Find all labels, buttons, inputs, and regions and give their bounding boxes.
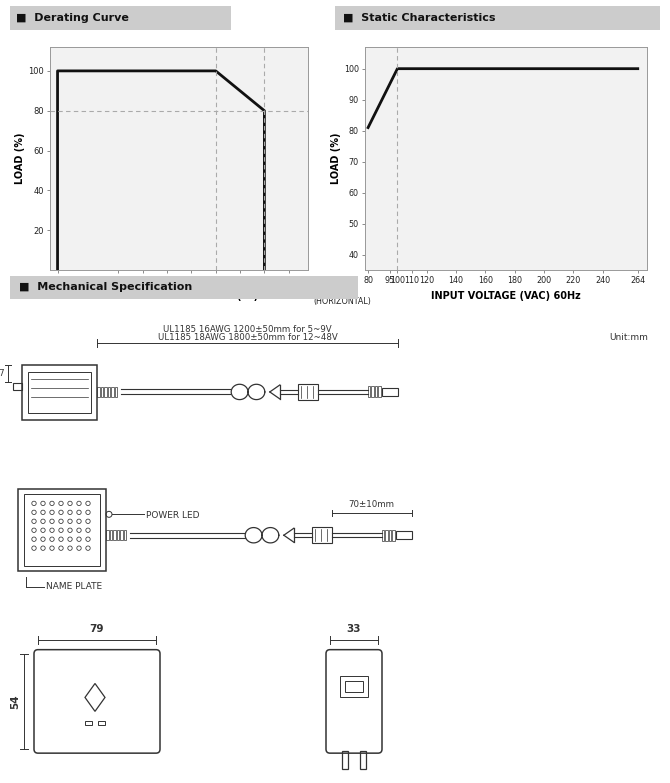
- Text: Unit:mm: Unit:mm: [609, 334, 648, 342]
- Bar: [312, 527, 332, 543]
- Bar: [342, 751, 348, 769]
- Text: 79: 79: [90, 624, 105, 633]
- Bar: [382, 530, 385, 541]
- Bar: [117, 530, 119, 540]
- Bar: [18, 489, 106, 571]
- Text: NAME PLATE: NAME PLATE: [46, 583, 102, 591]
- Text: UL1185 16AWG 1200±50mm for 5~9V: UL1185 16AWG 1200±50mm for 5~9V: [163, 325, 332, 334]
- Bar: [368, 387, 371, 398]
- Bar: [85, 721, 92, 725]
- Bar: [345, 680, 363, 692]
- Text: UL1185 18AWG 1800±50mm for 12~48V: UL1185 18AWG 1800±50mm for 12~48V: [157, 334, 337, 342]
- Bar: [393, 530, 395, 541]
- Text: 70±10mm: 70±10mm: [348, 500, 394, 510]
- Text: 33: 33: [347, 624, 361, 633]
- Text: ■  Mechanical Specification: ■ Mechanical Specification: [19, 283, 192, 292]
- Bar: [297, 384, 318, 400]
- Bar: [97, 387, 100, 397]
- Bar: [111, 387, 113, 397]
- Bar: [123, 530, 126, 540]
- Bar: [379, 387, 381, 398]
- Bar: [120, 530, 123, 540]
- Bar: [98, 721, 105, 725]
- X-axis label: INPUT VOLTAGE (VAC) 60Hz: INPUT VOLTAGE (VAC) 60Hz: [431, 291, 581, 301]
- Text: (HORIZONTAL): (HORIZONTAL): [314, 297, 371, 306]
- Bar: [24, 494, 100, 566]
- Bar: [104, 387, 107, 397]
- Y-axis label: LOAD (%): LOAD (%): [331, 133, 341, 184]
- Bar: [385, 530, 388, 541]
- Bar: [340, 676, 368, 698]
- Bar: [106, 530, 109, 540]
- Text: 54: 54: [10, 694, 20, 709]
- Y-axis label: LOAD (%): LOAD (%): [15, 133, 25, 184]
- Bar: [107, 387, 110, 397]
- Text: 17: 17: [0, 369, 4, 377]
- Bar: [389, 530, 391, 541]
- Text: POWER LED: POWER LED: [146, 511, 200, 520]
- Bar: [109, 530, 112, 540]
- Bar: [13, 383, 22, 390]
- Bar: [396, 531, 412, 539]
- Bar: [371, 387, 374, 398]
- Bar: [375, 387, 377, 398]
- Bar: [360, 751, 366, 769]
- Bar: [100, 387, 103, 397]
- X-axis label: AMBIENT TEMPERATURE (°C): AMBIENT TEMPERATURE (°C): [100, 291, 258, 301]
- Text: ■  Derating Curve: ■ Derating Curve: [15, 13, 129, 23]
- Bar: [28, 372, 91, 413]
- Text: ■  Static Characteristics: ■ Static Characteristics: [343, 13, 496, 23]
- Bar: [113, 530, 115, 540]
- Bar: [382, 388, 398, 396]
- Bar: [22, 365, 97, 420]
- Bar: [115, 387, 117, 397]
